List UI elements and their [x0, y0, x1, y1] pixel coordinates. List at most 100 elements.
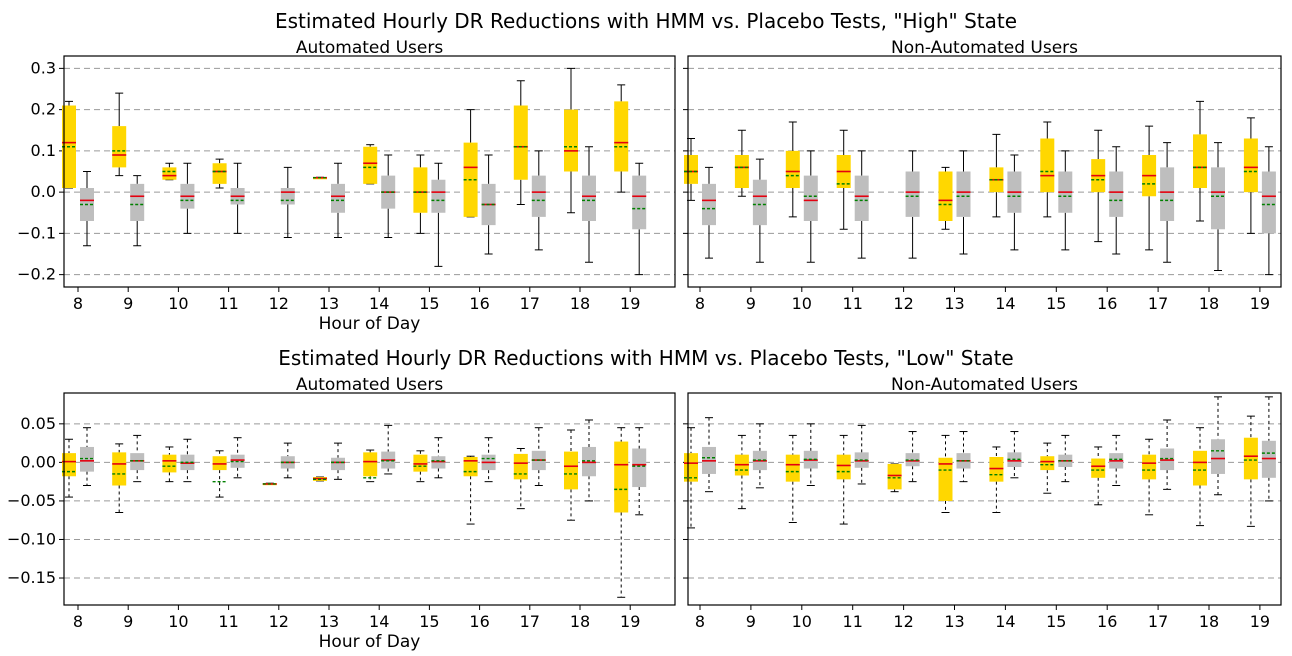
box-hmm [836, 129, 851, 230]
x-tick-label: 13 [944, 612, 964, 631]
box-placebo [632, 162, 647, 276]
x-tick-label: 18 [570, 612, 590, 631]
iqr-box [854, 175, 869, 221]
box-placebo [1007, 154, 1022, 251]
x-tick-label: 18 [570, 294, 590, 313]
box-hmm [1142, 125, 1157, 251]
iqr-box [130, 183, 145, 221]
box-placebo [130, 434, 145, 483]
iqr-box [684, 155, 698, 184]
x-tick-label: 10 [792, 294, 812, 313]
x-tick-label: 9 [123, 612, 133, 631]
box-placebo [130, 175, 145, 247]
box-hmm [989, 133, 1004, 218]
box-hmm [684, 427, 698, 529]
box-placebo [702, 166, 716, 259]
x-tick-label: 15 [1046, 294, 1066, 313]
x-tick-label: 9 [123, 294, 133, 313]
box-placebo [905, 150, 920, 259]
x-tick-label: 17 [520, 294, 540, 313]
box-hmm [836, 434, 851, 525]
x-tick-label: 12 [893, 612, 913, 631]
iqr-box [363, 146, 378, 184]
chart-panel-2: Estimated Hourly DR Reductions with HMM … [7, 346, 1014, 652]
box-placebo [1261, 396, 1276, 502]
box-placebo [331, 162, 345, 238]
x-tick-label: 14 [995, 612, 1015, 631]
box-placebo [1109, 434, 1124, 487]
iqr-box [956, 171, 971, 217]
box-hmm [564, 429, 578, 521]
x-tick-label: 12 [269, 612, 289, 631]
iqr-box [280, 188, 295, 205]
box-hmm [112, 443, 127, 513]
box-placebo [752, 423, 767, 489]
box-placebo [1007, 431, 1022, 479]
iqr-box [614, 101, 629, 172]
box-hmm [413, 450, 428, 483]
iqr-box [1142, 454, 1157, 480]
iqr-box [938, 457, 953, 501]
x-tick-label: 14 [369, 294, 389, 313]
box-hmm [938, 166, 953, 230]
box-hmm [989, 446, 1004, 513]
x-tick-label: 18 [1199, 612, 1219, 631]
box-hmm [734, 434, 749, 510]
x-tick-label: 8 [695, 294, 705, 313]
x-tick-label: 16 [469, 294, 489, 313]
iqr-box [1211, 439, 1225, 474]
box-hmm [887, 463, 902, 493]
x-tick-label: 9 [746, 612, 756, 631]
box-hmm [734, 129, 749, 197]
iqr-box [62, 453, 76, 477]
box-placebo [854, 150, 869, 259]
box-placebo [431, 437, 446, 479]
box-hmm [1193, 427, 1207, 527]
box-hmm [162, 162, 177, 181]
plot-frame [687, 392, 1282, 606]
iqr-box [413, 167, 428, 213]
iqr-box [938, 171, 953, 221]
box-placebo [1109, 146, 1124, 255]
box-hmm [212, 450, 227, 498]
box-placebo [1058, 150, 1073, 251]
chart-panel-0: Estimated Hourly DR Reductions with HMM … [17, 9, 1017, 334]
box-hmm [513, 80, 528, 205]
x-tick-label: 16 [1097, 294, 1117, 313]
x-tick-label: 8 [73, 294, 83, 313]
iqr-box [1160, 167, 1175, 221]
iqr-box [1193, 450, 1207, 486]
box-hmm [785, 121, 800, 218]
box-hmm [1243, 117, 1258, 234]
y-tick-label: −0.2 [17, 265, 56, 284]
box-hmm [112, 92, 127, 177]
iqr-box [582, 175, 596, 221]
box-placebo [180, 162, 195, 234]
box-hmm [614, 427, 629, 598]
box-placebo [280, 166, 295, 238]
x-tick-label: 17 [1148, 612, 1168, 631]
box-hmm [1091, 129, 1106, 243]
iqr-box [734, 155, 749, 188]
box-placebo [702, 417, 716, 493]
plot-frame [63, 392, 676, 606]
plot-frame [63, 55, 676, 288]
x-tick-label: 8 [73, 612, 83, 631]
iqr-box [1040, 138, 1055, 193]
iqr-box [513, 453, 528, 480]
x-tick-label: 12 [893, 294, 913, 313]
iqr-box [887, 463, 902, 490]
y-tick-label: −0.10 [7, 529, 56, 548]
y-tick-label: 0.2 [31, 100, 56, 119]
box-placebo [956, 150, 971, 255]
iqr-box [564, 109, 578, 172]
y-tick-label: −0.1 [17, 223, 56, 242]
box-hmm [363, 144, 378, 185]
y-tick-label: 0.00 [20, 452, 56, 471]
box-placebo [854, 424, 869, 485]
panel-title: Automated Users [296, 375, 444, 395]
box-placebo [752, 158, 767, 263]
box-hmm [1040, 121, 1055, 218]
iqr-box [331, 183, 345, 213]
